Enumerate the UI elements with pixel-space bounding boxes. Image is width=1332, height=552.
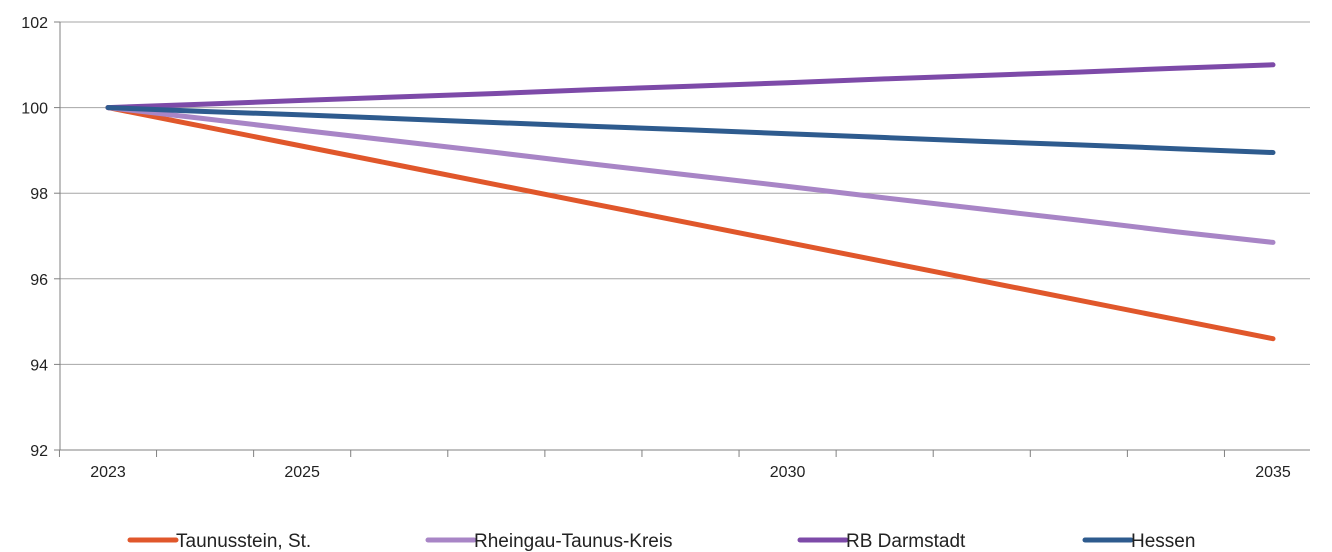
legend-label-hessen: Hessen <box>1131 531 1195 552</box>
y-tick-label: 92 <box>30 443 48 460</box>
x-tick-label: 2023 <box>90 464 126 481</box>
legend-label-rb-darmstadt: RB Darmstadt <box>846 531 966 552</box>
legend: Taunusstein, St. Rheingau-Taunus-Kreis RB … <box>127 531 1195 552</box>
axes: 92 94 96 98 100 102 2023 2025 2030 2035 <box>21 15 1310 481</box>
series-line-hessen <box>105 105 1276 156</box>
series-line-rb-darmstadt <box>105 62 1276 111</box>
x-tick-label: 2025 <box>284 464 320 481</box>
y-tick-label: 100 <box>21 101 48 118</box>
gridlines <box>60 21 1310 365</box>
series-line-taunusstein-st <box>105 105 1276 342</box>
y-tick-label: 102 <box>21 15 48 32</box>
legend-label-rheingau-taunus-kreis: Rheingau-Taunus-Kreis <box>474 531 673 552</box>
x-tick-label: 2035 <box>1255 464 1291 481</box>
y-tick-label: 94 <box>30 357 48 374</box>
y-tick-label: 96 <box>30 272 48 289</box>
series-lines <box>105 62 1276 342</box>
y-tick-label: 98 <box>30 186 48 203</box>
series-line-rheingau-taunus-kreis <box>105 105 1276 245</box>
legend-label-taunusstein-st: Taunusstein, St. <box>176 531 311 552</box>
x-tick-label: 2030 <box>770 464 806 481</box>
